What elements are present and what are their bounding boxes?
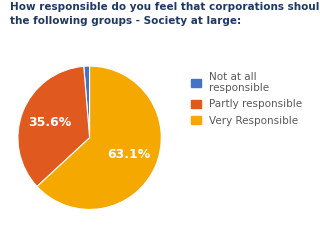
Wedge shape: [37, 66, 161, 209]
Text: 63.1%: 63.1%: [108, 149, 151, 161]
Wedge shape: [84, 66, 90, 138]
Wedge shape: [18, 66, 90, 186]
Text: How responsible do you feel that corporations should be toward
the following gro: How responsible do you feel that corpora…: [10, 2, 320, 26]
Text: 35.6%: 35.6%: [28, 116, 71, 129]
Legend: Not at all
responsible, Partly responsible, Very Responsible: Not at all responsible, Partly responsib…: [191, 72, 302, 126]
